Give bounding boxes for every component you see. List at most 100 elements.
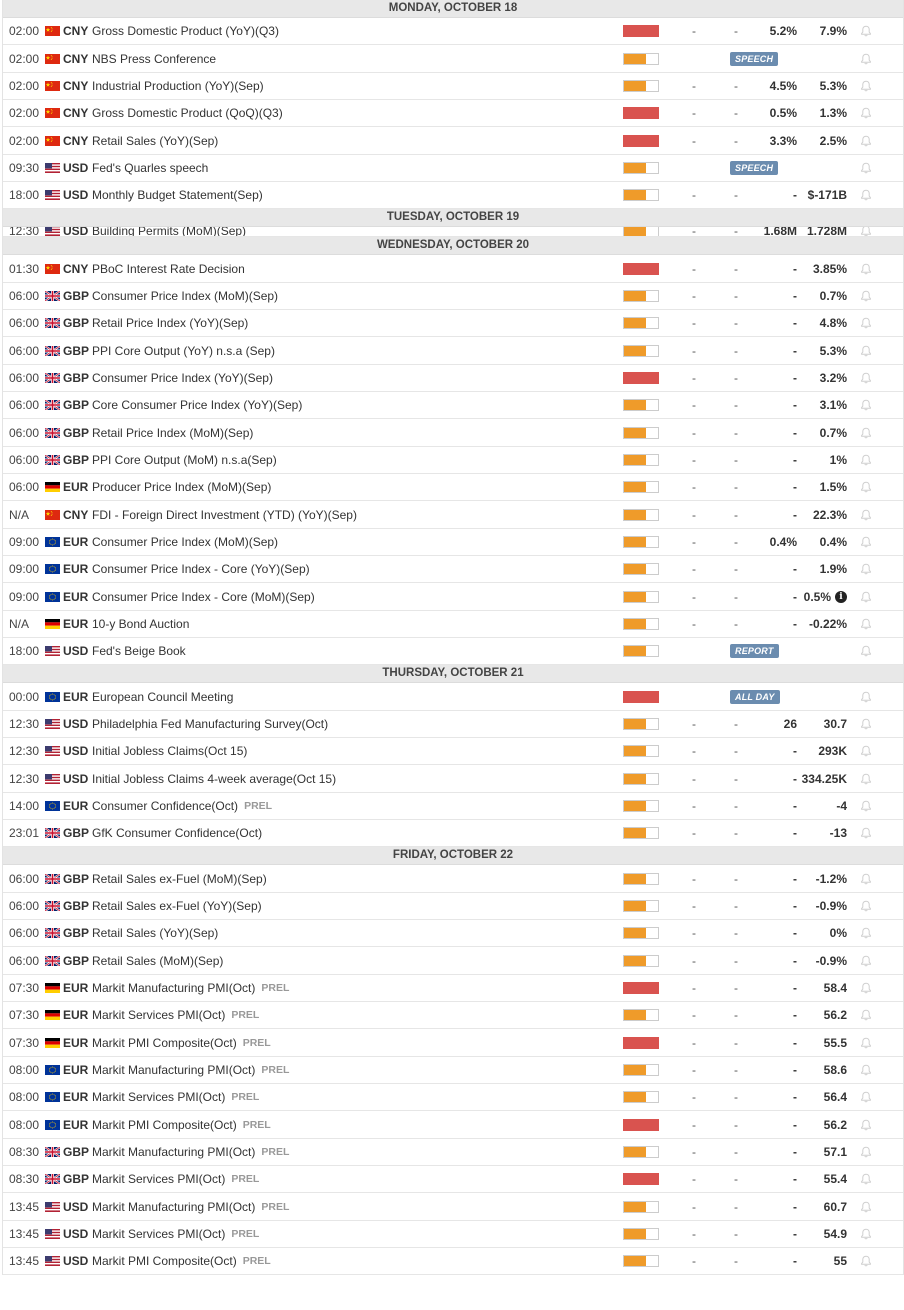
event-row[interactable]: 13:45 USD Markit Manufacturing PMI(Oct) PRE… (3, 1193, 903, 1221)
bell-icon[interactable] (858, 947, 874, 974)
event-name[interactable]: European Council Meeting (92, 683, 612, 710)
event-name[interactable]: Markit Services PMI(Oct) PREL (92, 1221, 612, 1247)
event-name[interactable]: Fed's Quarles speech (92, 155, 612, 181)
event-name-text[interactable]: GfK Consumer Confidence(Oct) (92, 826, 263, 840)
bell-icon[interactable] (858, 865, 874, 892)
event-name-text[interactable]: Philadelphia Fed Manufacturing Survey(Oc… (92, 717, 329, 731)
event-name-text[interactable]: 10-y Bond Auction (92, 617, 190, 631)
event-name-text[interactable]: Markit Services PMI(Oct) (92, 1172, 226, 1186)
event-row[interactable]: 08:30 GBP Markit Manufacturing PMI(Oct) PRE… (3, 1139, 903, 1166)
event-row[interactable]: 02:00 CNY Retail Sales (YoY)(Sep) - - 3.3% 2.5… (3, 127, 903, 155)
bell-icon[interactable] (858, 1002, 874, 1028)
event-name-text[interactable]: Producer Price Index (MoM)(Sep) (92, 480, 272, 494)
event-row[interactable]: 06:00 GBP Core Consumer Price Index (YoY)(… (3, 392, 903, 419)
bell-icon[interactable] (858, 155, 874, 181)
event-name[interactable]: Gross Domestic Product (QoQ)(Q3) (92, 100, 612, 126)
bell-icon[interactable] (858, 100, 874, 126)
bell-icon[interactable] (858, 419, 874, 446)
event-name-text[interactable]: Monthly Budget Statement(Sep) (92, 188, 263, 202)
event-name[interactable]: Markit PMI Composite(Oct) PREL (92, 1029, 612, 1056)
event-name-text[interactable]: Markit Manufacturing PMI(Oct) (92, 1063, 256, 1077)
event-name[interactable]: 10-y Bond Auction (92, 611, 612, 637)
event-name[interactable]: Retail Sales (YoY)(Sep) (92, 920, 612, 946)
bell-icon[interactable] (858, 611, 874, 637)
event-name[interactable]: Monthly Budget Statement(Sep) (92, 182, 612, 208)
info-icon[interactable]: i (835, 590, 847, 603)
event-row[interactable]: 01:30 CNY PBoC Interest Rate Decision - - -3.… (3, 255, 903, 283)
event-name[interactable]: Markit Manufacturing PMI(Oct) PREL (92, 1057, 612, 1083)
event-name-text[interactable]: Core Consumer Price Index (YoY)(Sep) (92, 398, 303, 412)
event-row[interactable]: 02:00 CNY Gross Domestic Product (YoY)(Q3)… (3, 18, 903, 45)
event-name[interactable]: Consumer Price Index (MoM)(Sep) (92, 283, 612, 309)
bell-icon[interactable] (858, 711, 874, 737)
event-name[interactable]: Retail Sales (MoM)(Sep) (92, 947, 612, 974)
event-name[interactable]: NBS Press Conference (92, 45, 612, 72)
bell-icon[interactable] (858, 127, 874, 154)
event-row[interactable]: N/A EUR 10-y Bond Auction - - - -0.22% (3, 611, 903, 638)
event-row[interactable]: 06:00 EUR Producer Price Index (MoM)(Sep) -… (3, 474, 903, 501)
bell-icon[interactable] (858, 182, 874, 208)
event-row[interactable]: 23:01 GBP GfK Consumer Confidence(Oct) - - - -… (3, 820, 903, 847)
event-name-text[interactable]: Markit Manufacturing PMI(Oct) (92, 1199, 256, 1214)
bell-icon[interactable] (858, 1193, 874, 1220)
event-name-text[interactable]: Retail Sales (MoM)(Sep) (92, 953, 224, 968)
event-name[interactable]: Consumer Price Index - Core (MoM)(Sep) (92, 583, 612, 610)
event-name[interactable]: PBoC Interest Rate Decision (92, 255, 612, 282)
event-row[interactable]: 09:00 EUR Consumer Price Index (MoM)(Sep) -… (3, 529, 903, 556)
bell-icon[interactable] (858, 310, 874, 336)
bell-icon[interactable] (858, 501, 874, 528)
event-row[interactable]: 13:45 USD Markit Services PMI(Oct) PREL - - - 5… (3, 1221, 903, 1248)
bell-icon[interactable] (858, 337, 874, 364)
event-name[interactable]: Markit Manufacturing PMI(Oct) PREL (92, 1139, 612, 1165)
event-name[interactable]: Retail Sales ex-Fuel (YoY)(Sep) (92, 893, 612, 919)
event-name-text[interactable]: Consumer Price Index (MoM)(Sep) (92, 535, 279, 549)
event-name[interactable]: Consumer Price Index - Core (YoY)(Sep) (92, 556, 612, 582)
event-name[interactable]: Markit Manufacturing PMI(Oct) PREL (92, 975, 612, 1001)
event-row[interactable]: 08:00 EUR Markit Manufacturing PMI(Oct) PRE… (3, 1057, 903, 1084)
event-row[interactable]: 06:00 GBP Retail Sales ex-Fuel (YoY)(Sep) -… (3, 893, 903, 920)
bell-icon[interactable] (858, 45, 874, 72)
event-row[interactable]: N/A CNY FDI - Foreign Direct Investment (Y… (3, 501, 903, 529)
event-name-text[interactable]: Industrial Production (YoY)(Sep) (92, 79, 264, 93)
bell-icon[interactable] (858, 227, 874, 236)
event-name[interactable]: Markit Services PMI(Oct) PREL (92, 1166, 612, 1192)
event-name[interactable]: FDI - Foreign Direct Investment (YTD) (Y… (92, 501, 612, 528)
event-name[interactable]: Initial Jobless Claims(Oct 15) (92, 738, 612, 764)
event-name-text[interactable]: Building Permits (MoM)(Sep) (92, 227, 247, 237)
bell-icon[interactable] (858, 73, 874, 99)
bell-icon[interactable] (858, 18, 874, 44)
event-name[interactable]: Markit PMI Composite(Oct) PREL (92, 1248, 612, 1274)
event-name-text[interactable]: Retail Price Index (MoM)(Sep) (92, 425, 254, 440)
event-name[interactable]: Markit Manufacturing PMI(Oct) PREL (92, 1193, 612, 1220)
bell-icon[interactable] (858, 1221, 874, 1247)
event-row[interactable]: 08:00 EUR Markit Services PMI(Oct) PREL - - - 5… (3, 1084, 903, 1111)
event-name[interactable]: Retail Price Index (MoM)(Sep) (92, 419, 612, 446)
event-name[interactable]: Consumer Confidence(Oct) PREL (92, 793, 612, 819)
bell-icon[interactable] (858, 1084, 874, 1110)
event-name[interactable]: Consumer Price Index (MoM)(Sep) (92, 529, 612, 555)
event-name-text[interactable]: PPI Core Output (MoM) n.s.a(Sep) (92, 453, 277, 467)
event-row[interactable]: 06:00 GBP Retail Sales ex-Fuel (MoM)(Sep) -… (3, 865, 903, 893)
event-name[interactable]: Retail Sales (YoY)(Sep) (92, 127, 612, 154)
event-name[interactable]: Consumer Price Index (YoY)(Sep) (92, 365, 612, 391)
event-row[interactable]: 06:00 GBP Retail Sales (MoM)(Sep) - - - -0.9% (3, 947, 903, 975)
event-row[interactable]: 06:00 GBP Consumer Price Index (YoY)(Sep) -… (3, 365, 903, 392)
bell-icon[interactable] (858, 447, 874, 473)
bell-icon[interactable] (858, 474, 874, 500)
event-name-text[interactable]: Markit PMI Composite(Oct) (92, 1035, 237, 1050)
event-row[interactable]: 07:30 EUR Markit Manufacturing PMI(Oct) PRE… (3, 975, 903, 1002)
event-name[interactable]: PPI Core Output (MoM) n.s.a(Sep) (92, 447, 612, 473)
bell-icon[interactable] (858, 556, 874, 582)
event-row[interactable]: 12:30 USD Initial Jobless Claims 4-week av… (3, 765, 903, 793)
event-name-text[interactable]: PBoC Interest Rate Decision (92, 261, 245, 276)
bell-icon[interactable] (858, 283, 874, 309)
event-row[interactable]: 06:00 GBP Consumer Price Index (MoM)(Sep) -… (3, 283, 903, 310)
event-name[interactable]: Retail Price Index (YoY)(Sep) (92, 310, 612, 336)
event-name-text[interactable]: Consumer Price Index (MoM)(Sep) (92, 289, 279, 303)
event-name[interactable]: Fed's Beige Book (92, 638, 612, 664)
event-name[interactable]: Retail Sales ex-Fuel (MoM)(Sep) (92, 865, 612, 892)
bell-icon[interactable] (858, 1166, 874, 1192)
event-row[interactable]: 12:30 USD Initial Jobless Claims(Oct 15) - -… (3, 738, 903, 765)
event-name[interactable]: Industrial Production (YoY)(Sep) (92, 73, 612, 99)
event-name-text[interactable]: European Council Meeting (92, 689, 234, 704)
